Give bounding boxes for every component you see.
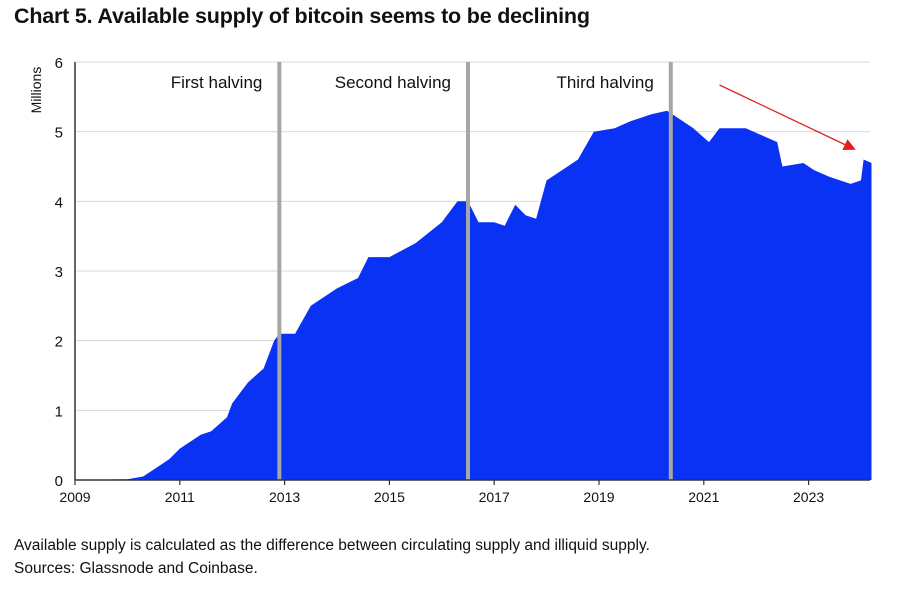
supply-area (75, 110, 872, 481)
halving-label: First halving (171, 73, 263, 92)
chart-title: Chart 5. Available supply of bitcoin see… (14, 4, 590, 28)
x-tick-label: 2009 (59, 489, 90, 505)
y-axis-label: Millions (28, 67, 44, 114)
x-tick-label: 2023 (793, 489, 824, 505)
x-tick-label: 2019 (583, 489, 614, 505)
footnote-sources: Sources: Glassnode and Coinbase. (14, 560, 258, 577)
y-tick-label: 1 (55, 403, 63, 420)
trend-arrow-line (719, 84, 846, 146)
footnote-definition: Available supply is calculated as the di… (14, 537, 650, 554)
halving-label: Second halving (335, 73, 451, 92)
y-tick-label: 4 (55, 194, 63, 211)
chart-svg: 0 1 2 3 4 5 6 First halving Second halving Third … (28, 55, 872, 505)
y-tick-label: 5 (55, 125, 63, 142)
x-tick-label: 2015 (374, 489, 405, 505)
halving-label: Third halving (556, 73, 653, 92)
y-tick-label: 2 (55, 334, 63, 351)
x-tick-label: 2021 (688, 489, 719, 505)
x-tick-label: 2017 (479, 489, 510, 505)
y-tick-label: 0 (55, 473, 63, 490)
x-tick-label: 2011 (165, 489, 195, 505)
y-tick-label: 6 (55, 55, 63, 72)
y-tick-label: 3 (55, 264, 63, 281)
trend-arrow-head (842, 139, 856, 151)
x-tick-label: 2013 (269, 489, 300, 505)
